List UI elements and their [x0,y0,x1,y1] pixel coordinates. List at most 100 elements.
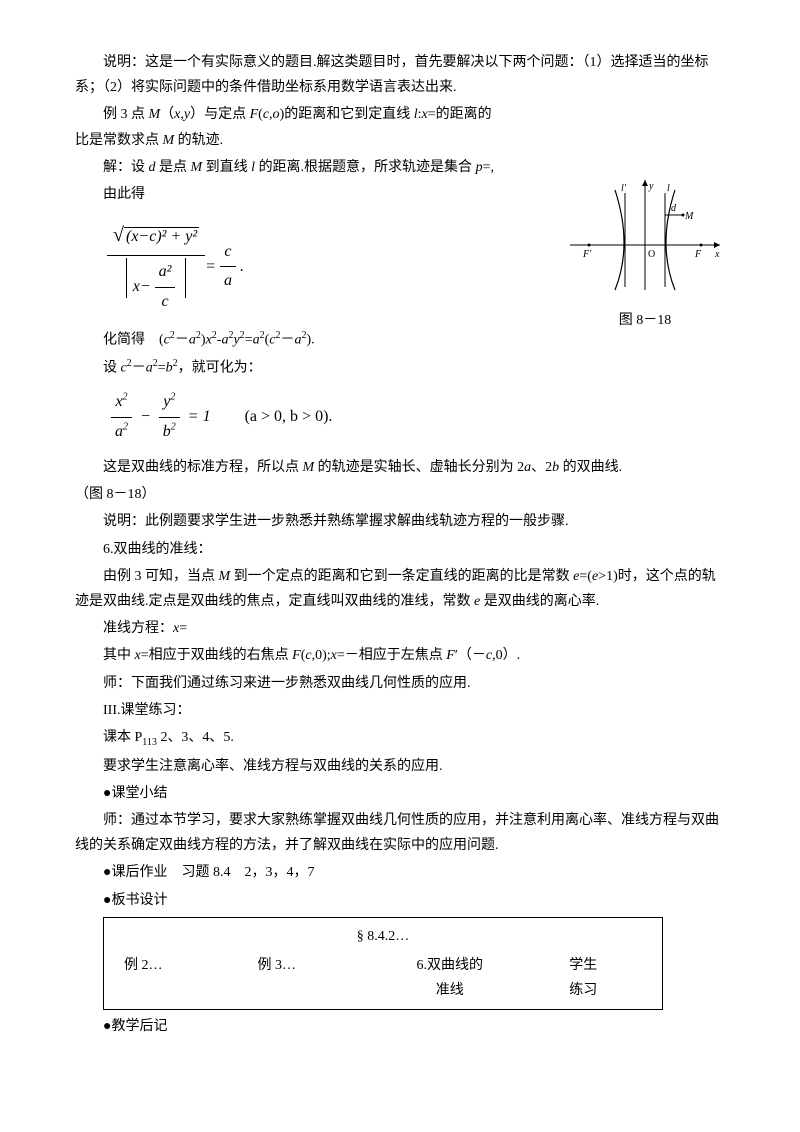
text: － [280,332,294,347]
var-d: d [149,160,156,175]
text: 、2 [531,460,552,475]
eq-one: = 1 [188,408,211,425]
minus: − [140,408,155,425]
minus: − [140,273,151,302]
x-axis-label: x [714,249,720,260]
board-design-table: § 8.4.2… 例 2… 例 3… 6.双曲线的 学生 准线 练习 [103,917,663,1011]
text: － [175,332,189,347]
text: = [158,360,166,375]
example-3-statement: 例 3 点 M（x,y）与定点 F(c,o)的距离和它到定直线 l:x=的距离的… [75,102,505,152]
table-cell: 学生 [517,953,651,978]
text: = [179,621,187,636]
table-cell: 例 3… [250,953,384,978]
sup: 2 [123,422,128,433]
textbook-ref: 课本 P113 2、3、4、5. [75,725,725,752]
text: ，就可化为： [178,360,262,375]
sup: 2 [171,422,176,433]
teacher-note: 师：下面我们通过练习来进一步熟悉双曲线几何性质的应用. [75,671,725,696]
formula-hyperbola-standard: x2 a2 − y2 b2 = 1 (a > 0, b > 0). [107,388,725,447]
text: 的轨迹. [174,133,223,148]
explanation-paragraph: 说明：这是一个有实际意义的题目.解这类题目时，首先要解决以下两个问题：（1）选择… [75,50,725,100]
frac-den: c [155,288,176,317]
text: ′（－ [455,648,486,663]
hyperbola-diagram: y x O F' F l' l d M [565,175,725,295]
text: =相应于双曲线的右焦点 [141,648,292,663]
table-title: § 8.4.2… [116,924,650,949]
text: 2、3、4、5. [157,730,234,745]
equals: = [205,253,216,282]
var-F: F [250,107,259,122]
var: x [115,393,122,410]
text: ,0）. [492,648,520,663]
frac-den: a [220,267,236,296]
directrix-eq: 准线方程：x= [75,616,725,641]
var-co: c,o [263,107,280,122]
text: 这是双曲线的标准方程，所以点 [103,460,303,475]
table-row: 例 2… 例 3… 6.双曲线的 学生 [116,953,650,978]
y-axis-label: y [648,181,654,192]
table-cell: 例 2… [116,953,250,978]
text: 解：设 [103,160,149,175]
table-cell: 练习 [517,978,651,1003]
var-M: M [191,160,203,175]
text: ). [306,332,314,347]
figure-8-18: y x O F' F l' l d M 图 8－18 [565,175,725,333]
solution-start: 解：设 d 是点 M 到直线 l 的距离.根据题意，所求轨迹是集合 p=, [75,155,505,180]
var-xy: x,y [174,107,190,122]
text: （ [160,107,174,122]
var-M: M [303,460,315,475]
summary-heading: ●课堂小结 [75,781,725,806]
text: ）与定点 [190,107,250,122]
var-M: M [163,133,175,148]
text: 是双曲线的离心率. [480,594,599,609]
text: 的距离.根据题意，所求轨迹是集合 [255,160,476,175]
let-b-squared: 设 c2－a2=b2，就可化为： [75,355,725,381]
var: a [189,332,196,347]
var: a [146,360,153,375]
var-F: F [446,648,455,663]
text: )的距离和它到定直线 [280,107,414,122]
explanation-2: 说明：此例题要求学生进一步熟悉并熟练掌握求解曲线轨迹方程的一般步骤. [75,509,725,534]
var-p: p [476,160,483,175]
distance-label: d [671,203,677,214]
table-row: 准线 练习 [116,978,650,1003]
var: a [253,332,260,347]
text: = [245,332,253,347]
text: =－相应于左焦点 [337,648,446,663]
text: 到直线 [202,160,251,175]
text: =, [483,160,494,175]
table-cell: 准线 [383,978,517,1003]
focus-right-label: F [694,249,702,260]
var: b [163,423,171,440]
text: 的轨迹是实轴长、虚轴长分别为 2 [314,460,524,475]
conclusion-paragraph: 这是双曲线的标准方程，所以点 M 的轨迹是实轴长、虚轴长分别为 2a、2b 的双… [75,455,725,480]
sup: 2 [170,392,175,403]
text: ,0); [312,648,331,663]
text: － [132,360,146,375]
origin-label: O [648,249,655,260]
text: 设 [103,360,121,375]
directrix-correspondence: 其中 x=相应于双曲线的右焦点 F(c,0);x=－相应于左焦点 F′（－c,0… [75,643,725,668]
sup: 2 [123,392,128,403]
table-cell [250,978,384,1003]
section-practice: III.课堂练习： [75,698,725,723]
text: =( [579,569,592,584]
text: 课本 P [103,730,142,745]
board-design-heading: ●板书设计 [75,888,725,913]
directrix-left-label: l' [621,183,627,194]
text: 是点 [156,160,191,175]
text: 化简得 ( [103,332,164,347]
text: 其中 [103,648,135,663]
text: 的双曲线. [559,460,622,475]
condition: (a > 0, b > 0). [245,408,333,425]
text: 到一个定点的距离和它到一条定直线的距离的比是常数 [230,569,573,584]
period: . [240,253,244,282]
text: 准线方程： [103,621,173,636]
directrix-right-label: l [667,183,670,194]
text: 由例 3 可知，当点 [103,569,219,584]
figure-caption: 图 8－18 [565,308,725,333]
directrix-intro: 由例 3 可知，当点 M 到一个定点的距离和它到一条定直线的距离的比是常数 e=… [75,564,725,614]
var-M: M [219,569,231,584]
table-cell: 6.双曲线的 [383,953,517,978]
point-M-label: M [684,211,694,222]
